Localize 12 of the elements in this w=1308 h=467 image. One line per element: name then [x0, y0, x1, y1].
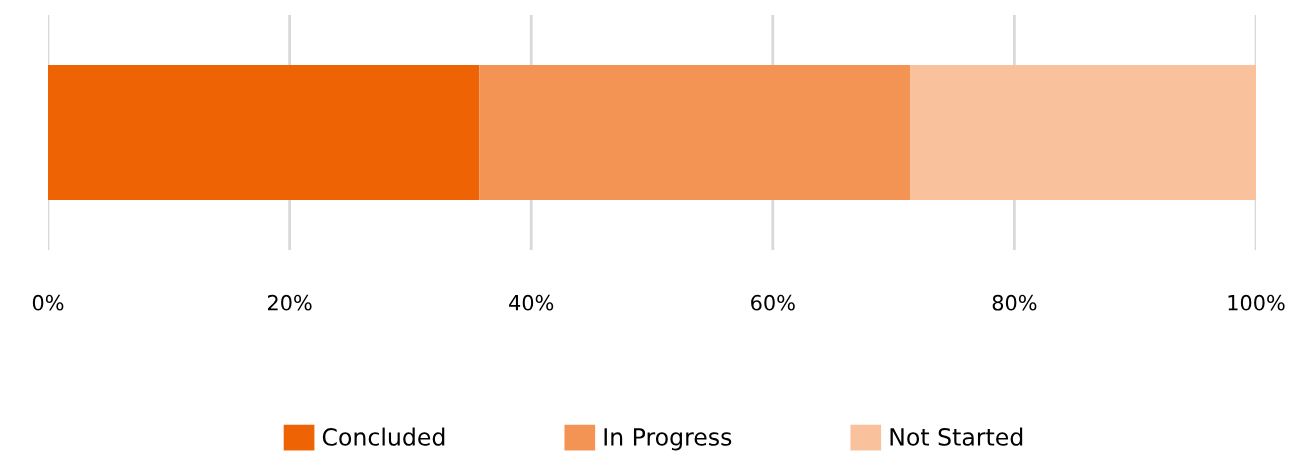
- bar: [910, 65, 1256, 200]
- x-tick-label: 80%: [992, 294, 1037, 311]
- x-tick-label: 60%: [751, 294, 795, 311]
- legend-label: In Progress: [604, 428, 732, 451]
- x-tick-label: 100%: [1228, 294, 1285, 311]
- x-tick-label: 20%: [267, 294, 312, 311]
- bar: [48, 65, 480, 200]
- legend-label: Not Started: [890, 427, 1023, 446]
- x-tick-label: 0%: [32, 294, 64, 311]
- legend-label: Concluded: [322, 427, 445, 446]
- x-tick-label: 40%: [509, 294, 554, 311]
- bar: [479, 65, 911, 200]
